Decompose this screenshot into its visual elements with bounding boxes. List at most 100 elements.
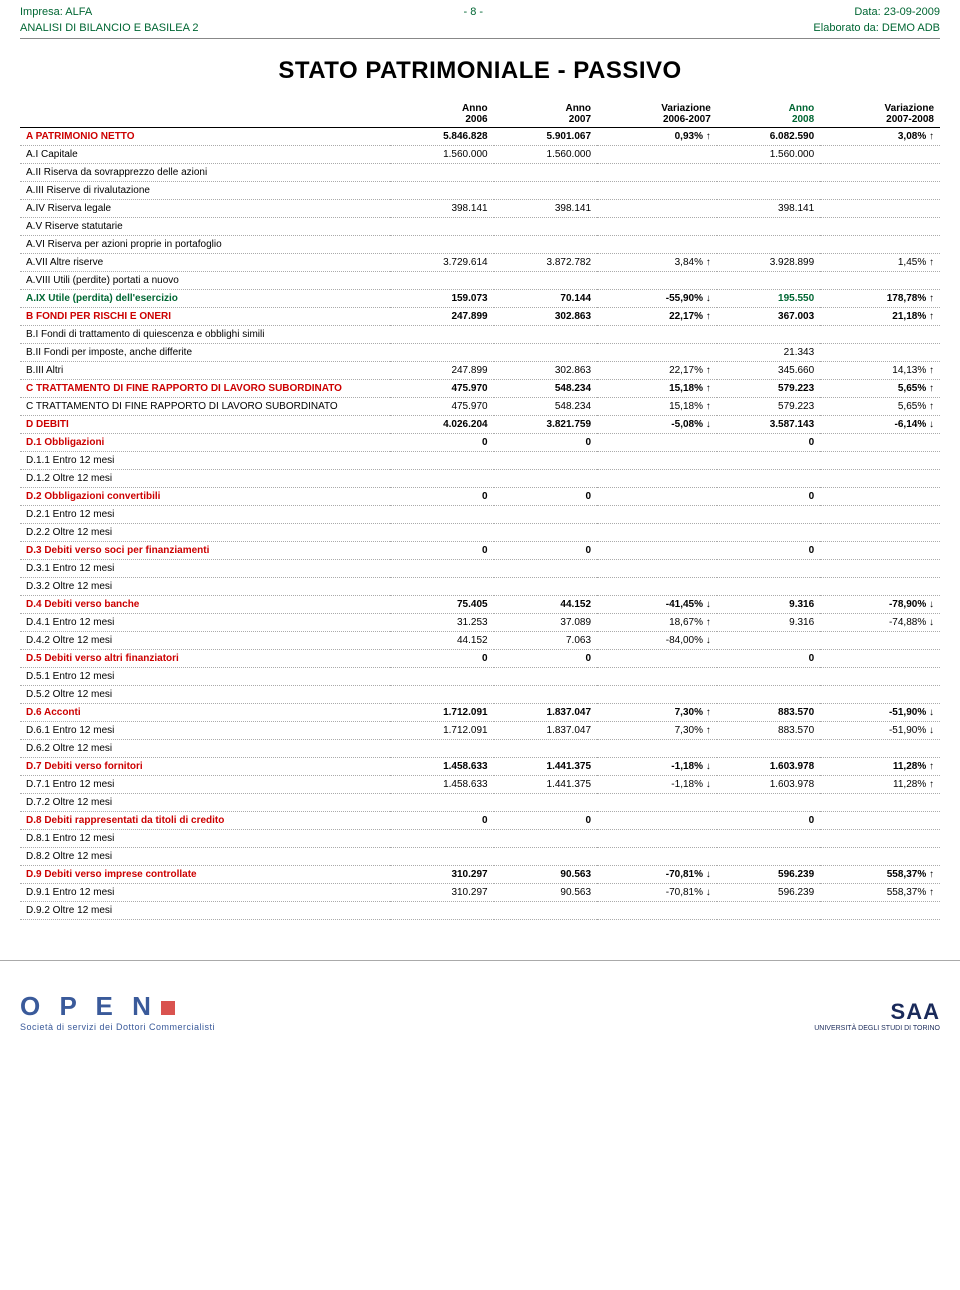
table-cell: 3.729.614 bbox=[390, 254, 493, 272]
table-cell: -5,08% bbox=[597, 416, 717, 434]
table-cell bbox=[597, 650, 717, 668]
table-cell: 0 bbox=[390, 488, 493, 506]
table-cell: D.3.1 Entro 12 mesi bbox=[20, 560, 390, 578]
table-row: B.II Fondi per imposte, anche differite2… bbox=[20, 344, 940, 362]
table-cell bbox=[820, 794, 940, 812]
table-cell: 0 bbox=[494, 434, 597, 452]
table-cell bbox=[494, 686, 597, 704]
table-cell: -6,14% bbox=[820, 416, 940, 434]
table-cell bbox=[390, 218, 493, 236]
table-row: D.2 Obbligazioni convertibili000 bbox=[20, 488, 940, 506]
table-cell: 5,65% bbox=[820, 398, 940, 416]
table-cell bbox=[717, 272, 820, 290]
table-cell: 0 bbox=[717, 434, 820, 452]
table-cell: 0 bbox=[494, 488, 597, 506]
table-cell bbox=[820, 830, 940, 848]
table-row: D.6.2 Oltre 12 mesi bbox=[20, 740, 940, 758]
table-cell: 11,28% bbox=[820, 758, 940, 776]
table-cell bbox=[390, 524, 493, 542]
table-body: A PATRIMONIO NETTO5.846.8285.901.0670,93… bbox=[20, 128, 940, 920]
table-cell: 7,30% bbox=[597, 722, 717, 740]
table-cell: -1,18% bbox=[597, 758, 717, 776]
table-cell: -1,18% bbox=[597, 776, 717, 794]
table-cell: 0 bbox=[390, 812, 493, 830]
table-cell bbox=[820, 452, 940, 470]
col-2008: Anno2008 bbox=[717, 101, 820, 128]
table-cell bbox=[820, 434, 940, 452]
table-cell bbox=[820, 506, 940, 524]
table-cell: 302.863 bbox=[494, 308, 597, 326]
table-cell: D.1.1 Entro 12 mesi bbox=[20, 452, 390, 470]
table-row: D.1 Obbligazioni000 bbox=[20, 434, 940, 452]
table-cell: 367.003 bbox=[717, 308, 820, 326]
table-cell: 1,45% bbox=[820, 254, 940, 272]
header-left: Impresa: ALFA bbox=[20, 6, 92, 18]
table-cell: D.6.2 Oltre 12 mesi bbox=[20, 740, 390, 758]
table-cell bbox=[597, 524, 717, 542]
table-cell: -41,45% bbox=[597, 596, 717, 614]
page-marker: - 8 - bbox=[463, 6, 483, 18]
table-cell: 3.928.899 bbox=[717, 254, 820, 272]
table-cell: D.8.1 Entro 12 mesi bbox=[20, 830, 390, 848]
col-2008-a: Anno bbox=[723, 103, 814, 114]
table-cell bbox=[820, 902, 940, 920]
table-cell bbox=[717, 326, 820, 344]
table-cell bbox=[820, 146, 940, 164]
col-2006-b: 2006 bbox=[396, 114, 487, 125]
table-cell: C TRATTAMENTO DI FINE RAPPORTO DI LAVORO… bbox=[20, 398, 390, 416]
table-row: D.3.2 Oltre 12 mesi bbox=[20, 578, 940, 596]
table-cell bbox=[820, 218, 940, 236]
table-cell: 5,65% bbox=[820, 380, 940, 398]
table-row: D.5.2 Oltre 12 mesi bbox=[20, 686, 940, 704]
table-cell: D.8 Debiti rappresentati da titoli di cr… bbox=[20, 812, 390, 830]
col-var0607: Variazione2006-2007 bbox=[597, 101, 717, 128]
table-cell: D.2.2 Oltre 12 mesi bbox=[20, 524, 390, 542]
table-cell bbox=[820, 632, 940, 650]
table-row: D.9.2 Oltre 12 mesi bbox=[20, 902, 940, 920]
table-cell: 159.073 bbox=[390, 290, 493, 308]
table-cell: C TRATTAMENTO DI FINE RAPPORTO DI LAVORO… bbox=[20, 380, 390, 398]
table-row: D.1.2 Oltre 12 mesi bbox=[20, 470, 940, 488]
table-row: D.6.1 Entro 12 mesi1.712.0911.837.0477,3… bbox=[20, 722, 940, 740]
table-cell: 1.441.375 bbox=[494, 758, 597, 776]
table-cell: 5.846.828 bbox=[390, 128, 493, 146]
table-cell bbox=[820, 542, 940, 560]
table-cell: 1.837.047 bbox=[494, 722, 597, 740]
table-cell bbox=[494, 560, 597, 578]
table-cell bbox=[390, 794, 493, 812]
table-cell bbox=[597, 218, 717, 236]
col-var0607-b: 2006-2007 bbox=[603, 114, 711, 125]
table-row: D.4.2 Oltre 12 mesi44.1527.063-84,00% bbox=[20, 632, 940, 650]
table-cell bbox=[717, 164, 820, 182]
table-cell bbox=[597, 326, 717, 344]
saa-logo: SAA UNIVERSITÀ DEGLI STUDI DI TORINO bbox=[814, 999, 940, 1032]
table-cell bbox=[597, 488, 717, 506]
table-cell: 15,18% bbox=[597, 380, 717, 398]
table-row: D DEBITI4.026.2043.821.759-5,08%3.587.14… bbox=[20, 416, 940, 434]
table-row: D.8 Debiti rappresentati da titoli di cr… bbox=[20, 812, 940, 830]
table-row: D.6 Acconti1.712.0911.837.0477,30%883.57… bbox=[20, 704, 940, 722]
col-2007-b: 2007 bbox=[500, 114, 591, 125]
table-cell bbox=[717, 218, 820, 236]
table-cell: A.III Riserve di rivalutazione bbox=[20, 182, 390, 200]
table-cell: 596.239 bbox=[717, 866, 820, 884]
table-cell: 1.837.047 bbox=[494, 704, 597, 722]
table-cell: D.2 Obbligazioni convertibili bbox=[20, 488, 390, 506]
table-cell bbox=[390, 740, 493, 758]
col-var0708-a: Variazione bbox=[826, 103, 934, 114]
table-cell bbox=[820, 848, 940, 866]
table-cell bbox=[820, 668, 940, 686]
col-2007: Anno2007 bbox=[494, 101, 597, 128]
table-cell bbox=[717, 830, 820, 848]
table-cell: A.VIII Utili (perdite) portati a nuovo bbox=[20, 272, 390, 290]
table-cell bbox=[717, 902, 820, 920]
table-cell bbox=[820, 650, 940, 668]
table-cell bbox=[820, 344, 940, 362]
balance-table: Anno2006 Anno2007 Variazione2006-2007 An… bbox=[20, 101, 940, 920]
table-row: B.III Altri247.899302.86322,17%345.66014… bbox=[20, 362, 940, 380]
table-cell bbox=[494, 218, 597, 236]
table-cell bbox=[390, 344, 493, 362]
table-cell bbox=[390, 470, 493, 488]
table-cell: 44.152 bbox=[390, 632, 493, 650]
table-cell: 15,18% bbox=[597, 398, 717, 416]
